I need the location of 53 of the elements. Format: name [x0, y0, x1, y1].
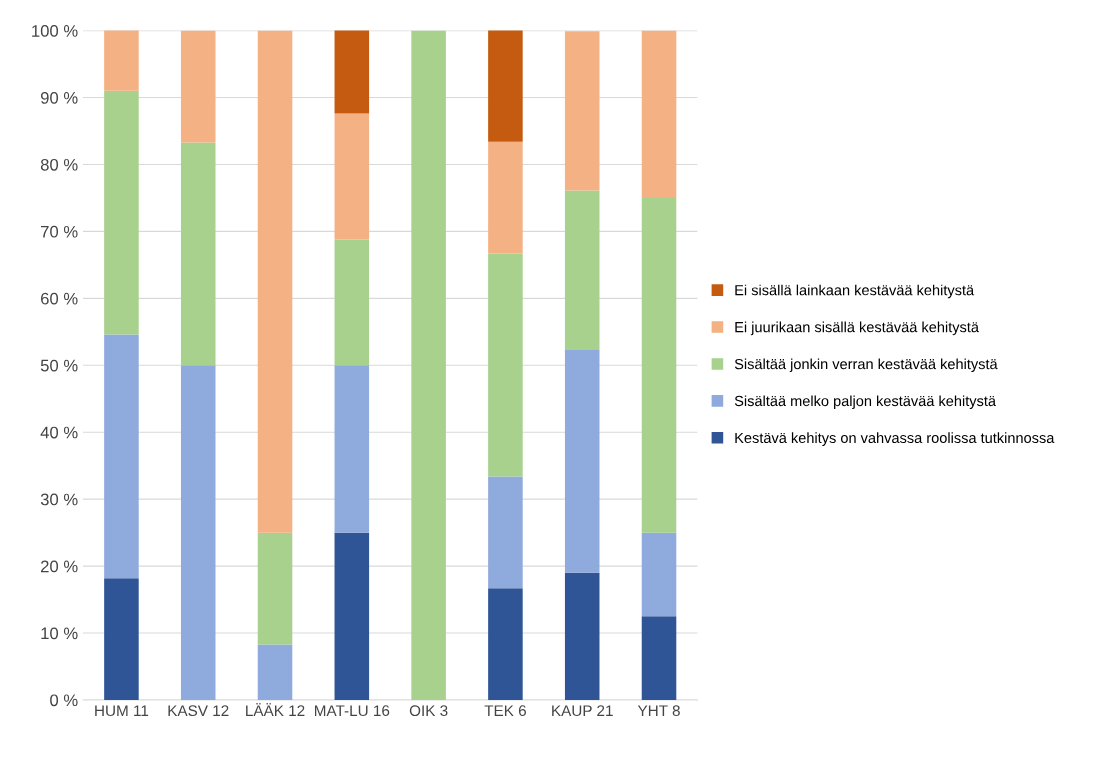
y-tick-label: 60 % — [41, 292, 78, 305]
y-tick-label: 10 % — [41, 627, 78, 640]
bar — [488, 30, 523, 142]
bar — [488, 253, 523, 477]
x-tick-label: TEK 6 — [484, 705, 526, 717]
y-tick-label: 20 % — [41, 560, 78, 573]
x-tick-label: LÄÄK 12 — [246, 703, 305, 716]
bar — [104, 90, 139, 335]
y-tick-label: 50 % — [40, 359, 78, 372]
bar — [411, 30, 446, 700]
bar — [564, 349, 600, 573]
bar — [334, 239, 370, 366]
bar — [488, 476, 523, 589]
bar — [257, 644, 293, 700]
y-tick-label: 30 % — [40, 493, 78, 506]
bar — [334, 365, 370, 533]
bar — [564, 572, 600, 700]
x-tick-label: HUM 11 — [95, 705, 149, 717]
legend-label: Ei sisällä lainkaan kestävää kehitystä — [735, 284, 975, 299]
bar — [180, 365, 216, 700]
bar — [564, 31, 600, 191]
bar — [488, 141, 523, 254]
x-tick-label: OIK 3 — [409, 705, 448, 717]
bar — [104, 578, 139, 700]
x-tick-label: KASV 12 — [168, 705, 229, 717]
x-tick-label: YHT 8 — [637, 705, 680, 717]
bar — [180, 142, 216, 366]
legend-label: Sisältää jonkin verran kestävää kehitystä — [734, 358, 998, 373]
bar — [334, 30, 370, 114]
bar — [257, 532, 293, 645]
bar — [104, 334, 139, 579]
bar — [488, 588, 523, 700]
bar — [180, 30, 216, 143]
bar — [257, 30, 293, 533]
bar — [334, 113, 370, 240]
legend-label: Kestävä kehitys on vahvassa roolissa tutkinnossa — [735, 432, 1055, 446]
y-tick-label: 80 % — [40, 158, 78, 171]
bar — [641, 532, 677, 617]
bar — [641, 616, 677, 700]
bar — [641, 30, 677, 198]
x-tick-label: KAUP 21 — [552, 705, 613, 717]
y-tick-label: 0 % — [50, 694, 78, 707]
y-tick-label: 70 % — [41, 225, 78, 238]
bar — [104, 30, 139, 91]
y-tick-label: 100 % — [32, 25, 78, 37]
y-tick-label: 90 % — [40, 91, 78, 104]
bar — [564, 190, 600, 350]
legend-label: Sisältää melko paljon kestävää kehitystä — [734, 395, 997, 410]
y-tick-label: 40 % — [40, 426, 78, 439]
bar — [641, 197, 677, 533]
x-tick-label: MAT-LU 16 — [315, 705, 390, 717]
legend-label: Ei juurikaan sisällä kestävää kehitystä — [735, 321, 979, 336]
bar — [334, 532, 370, 700]
